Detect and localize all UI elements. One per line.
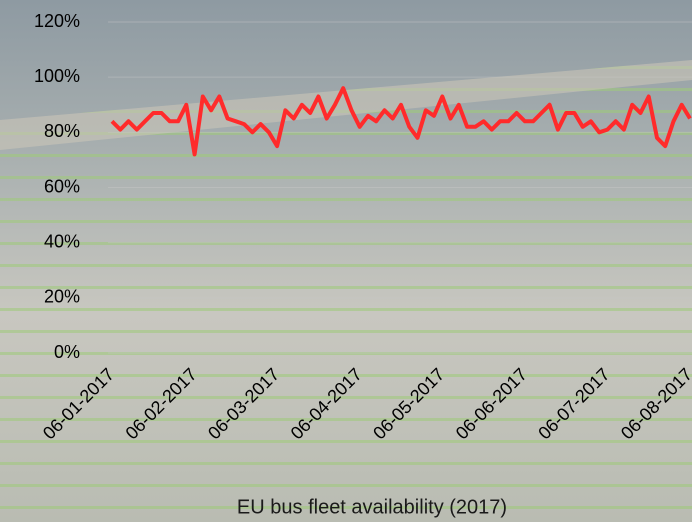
y-tick-label: 0% — [54, 342, 80, 362]
y-tick-label: 120% — [34, 11, 80, 31]
y-tick-label: 80% — [44, 121, 80, 141]
chart-title: EU bus fleet availability (2017) — [237, 496, 507, 518]
y-tick-label: 20% — [44, 287, 80, 307]
data-line — [110, 86, 692, 157]
background-stripes — [0, 60, 692, 522]
y-tick-label: 40% — [44, 231, 80, 251]
y-tick-label: 100% — [34, 66, 80, 86]
background-roof — [0, 60, 692, 150]
y-tick-label: 60% — [44, 176, 80, 196]
